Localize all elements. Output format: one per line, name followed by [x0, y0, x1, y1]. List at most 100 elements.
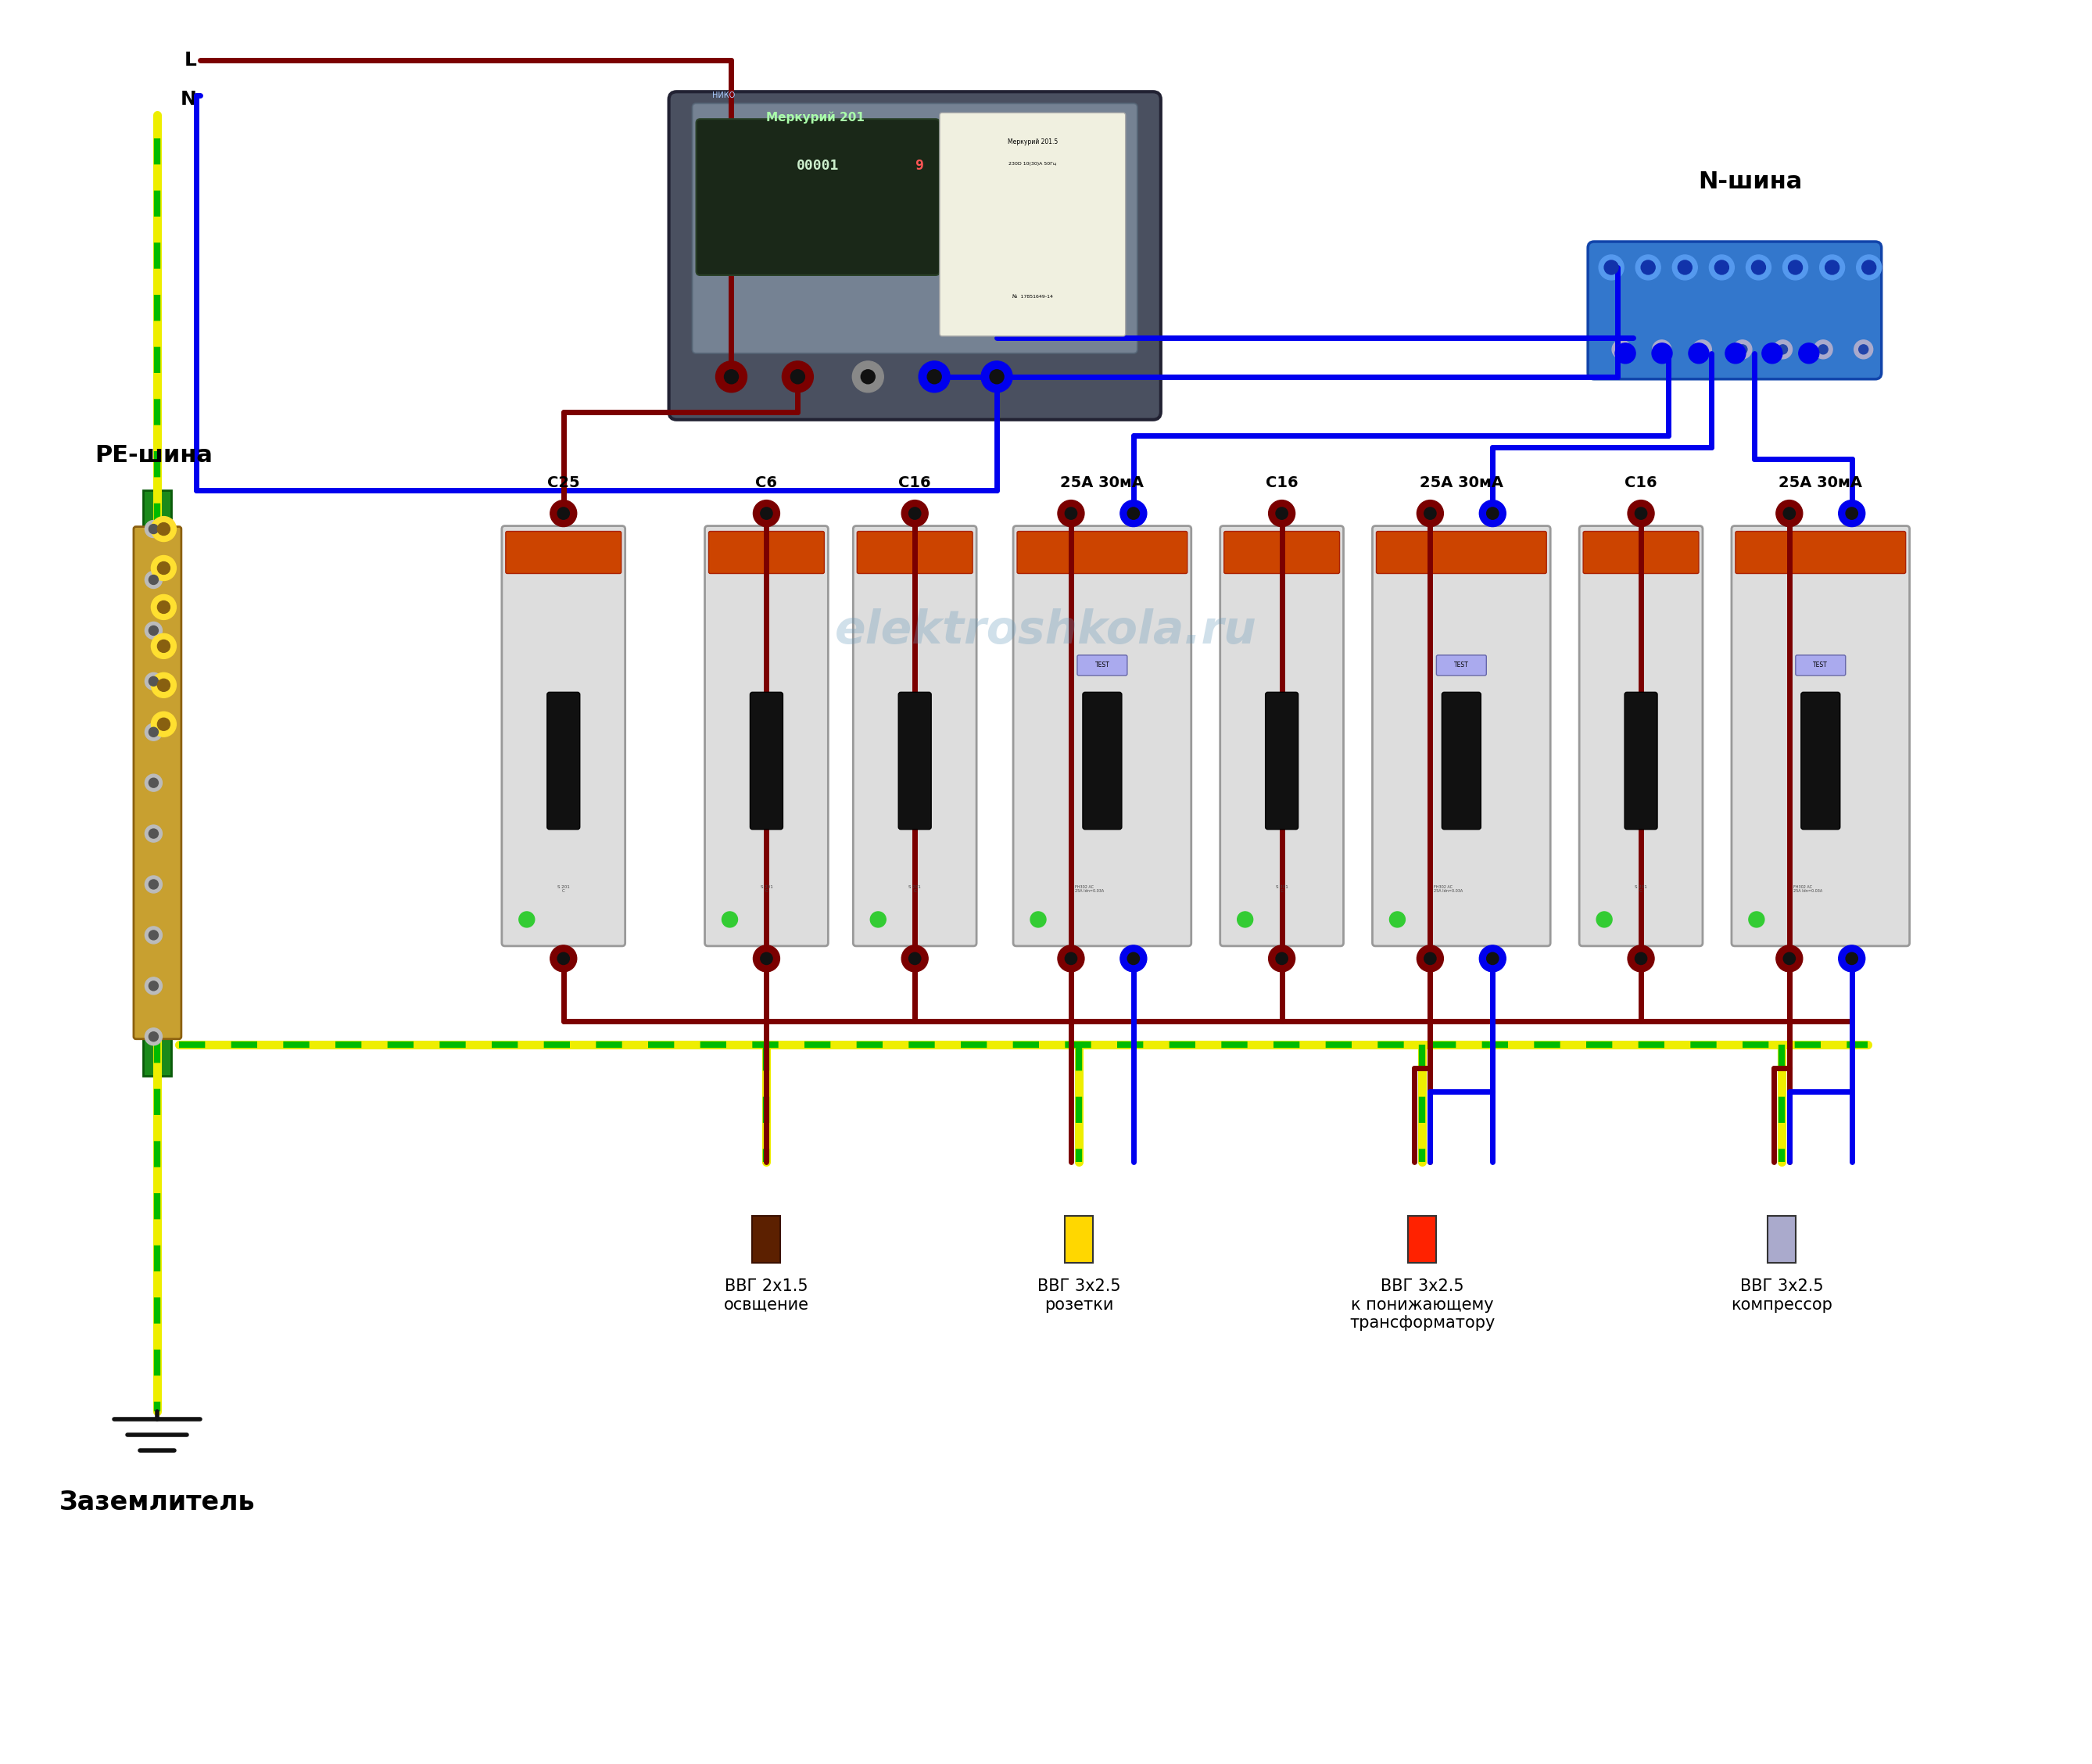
Circle shape	[151, 672, 176, 699]
Circle shape	[1776, 501, 1803, 527]
Text: S 201
C: S 201 C	[1276, 886, 1289, 893]
Text: TEST: TEST	[1814, 662, 1828, 669]
FancyBboxPatch shape	[1224, 531, 1339, 573]
Circle shape	[1389, 912, 1406, 928]
Circle shape	[1636, 508, 1646, 519]
Circle shape	[149, 575, 159, 584]
Circle shape	[1613, 340, 1632, 358]
Text: 230D 10(30)А 50Гц: 230D 10(30)А 50Гц	[1008, 162, 1056, 166]
FancyBboxPatch shape	[697, 118, 939, 275]
Text: FH302 AC
25A Idn=0.03A: FH302 AC 25A Idn=0.03A	[1793, 886, 1822, 893]
Circle shape	[1856, 254, 1881, 280]
Circle shape	[1732, 340, 1751, 358]
Text: С16: С16	[900, 475, 931, 490]
Circle shape	[149, 727, 159, 737]
Circle shape	[1688, 344, 1709, 363]
FancyBboxPatch shape	[1013, 526, 1190, 946]
Text: FH302 AC
25A Idn=0.03A: FH302 AC 25A Idn=0.03A	[1075, 886, 1105, 893]
Circle shape	[1059, 946, 1084, 972]
Circle shape	[556, 508, 569, 519]
Circle shape	[1615, 344, 1636, 363]
Circle shape	[902, 501, 929, 527]
Text: S 201
C: S 201 C	[759, 886, 772, 893]
FancyBboxPatch shape	[1437, 654, 1487, 676]
Circle shape	[782, 362, 814, 392]
Circle shape	[722, 912, 738, 928]
Circle shape	[519, 912, 536, 928]
Circle shape	[1776, 946, 1803, 972]
Circle shape	[1598, 254, 1623, 280]
Circle shape	[1778, 344, 1787, 355]
Circle shape	[149, 626, 159, 635]
FancyBboxPatch shape	[1795, 654, 1845, 676]
Text: 25А 30мА: 25А 30мА	[1061, 475, 1144, 490]
Circle shape	[1747, 254, 1772, 280]
Circle shape	[1128, 508, 1140, 519]
Text: ВВГ 2х1.5
освщение: ВВГ 2х1.5 освщение	[724, 1279, 810, 1312]
Circle shape	[1709, 254, 1734, 280]
Circle shape	[851, 362, 883, 392]
Circle shape	[1738, 344, 1747, 355]
Text: С16: С16	[1625, 475, 1657, 490]
Circle shape	[1276, 953, 1289, 965]
FancyBboxPatch shape	[709, 531, 824, 573]
Circle shape	[1820, 254, 1845, 280]
FancyBboxPatch shape	[1768, 1215, 1795, 1263]
Circle shape	[724, 370, 738, 385]
Circle shape	[144, 1028, 163, 1046]
Circle shape	[149, 778, 159, 787]
Text: 00001: 00001	[797, 159, 839, 173]
Circle shape	[753, 501, 780, 527]
Circle shape	[862, 370, 874, 385]
Circle shape	[1678, 261, 1692, 275]
Text: №  17851649-14: № 17851649-14	[1013, 295, 1052, 298]
Circle shape	[1628, 946, 1655, 972]
Circle shape	[1640, 261, 1655, 275]
Text: N-шина: N-шина	[1699, 171, 1803, 194]
Text: L: L	[184, 51, 197, 71]
Circle shape	[1672, 254, 1697, 280]
Circle shape	[1268, 946, 1295, 972]
Circle shape	[1761, 344, 1782, 363]
Circle shape	[791, 370, 805, 385]
Circle shape	[556, 953, 569, 965]
Circle shape	[1636, 254, 1661, 280]
Circle shape	[1236, 912, 1253, 928]
Circle shape	[144, 774, 163, 792]
Text: S 201
C: S 201 C	[908, 886, 920, 893]
Circle shape	[1065, 953, 1077, 965]
Circle shape	[144, 826, 163, 841]
FancyBboxPatch shape	[1736, 531, 1906, 573]
Circle shape	[1617, 344, 1625, 355]
Circle shape	[144, 875, 163, 893]
Circle shape	[157, 522, 169, 534]
Text: ВВГ 3х2.5
компрессор: ВВГ 3х2.5 компрессор	[1730, 1279, 1833, 1312]
Circle shape	[1818, 344, 1828, 355]
Circle shape	[1751, 261, 1766, 275]
FancyBboxPatch shape	[1220, 526, 1343, 946]
Circle shape	[1854, 340, 1872, 358]
Circle shape	[1824, 261, 1839, 275]
Circle shape	[1697, 344, 1707, 355]
Circle shape	[1860, 344, 1868, 355]
Circle shape	[1782, 254, 1807, 280]
FancyBboxPatch shape	[1801, 691, 1841, 829]
FancyBboxPatch shape	[134, 527, 182, 1039]
FancyBboxPatch shape	[1732, 526, 1910, 946]
Circle shape	[149, 829, 159, 838]
Circle shape	[149, 981, 159, 991]
FancyBboxPatch shape	[858, 531, 973, 573]
Circle shape	[753, 946, 780, 972]
Text: НИКО: НИКО	[711, 92, 734, 99]
Circle shape	[144, 977, 163, 995]
Circle shape	[1814, 340, 1833, 358]
Circle shape	[1782, 508, 1795, 519]
Circle shape	[715, 362, 747, 392]
Circle shape	[1119, 501, 1146, 527]
Circle shape	[144, 926, 163, 944]
Circle shape	[1845, 508, 1858, 519]
Circle shape	[151, 517, 176, 542]
Circle shape	[144, 723, 163, 741]
FancyBboxPatch shape	[1579, 526, 1703, 946]
Circle shape	[1636, 953, 1646, 965]
